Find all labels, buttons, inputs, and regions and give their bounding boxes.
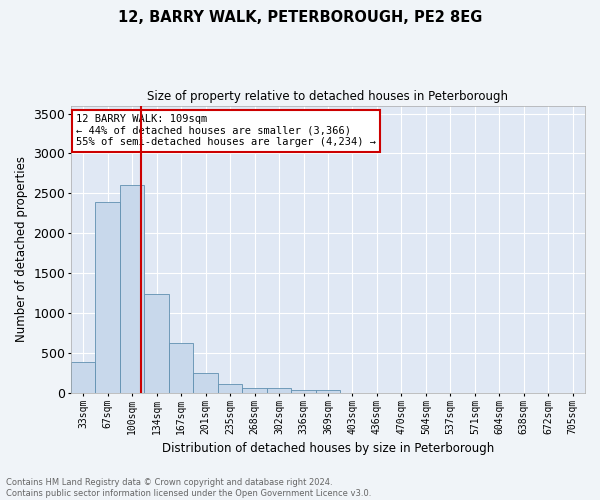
Y-axis label: Number of detached properties: Number of detached properties <box>15 156 28 342</box>
Text: 12 BARRY WALK: 109sqm
← 44% of detached houses are smaller (3,366)
55% of semi-d: 12 BARRY WALK: 109sqm ← 44% of detached … <box>76 114 376 148</box>
Bar <box>218 384 242 393</box>
Bar <box>71 362 95 393</box>
Bar <box>169 342 193 393</box>
X-axis label: Distribution of detached houses by size in Peterborough: Distribution of detached houses by size … <box>162 442 494 455</box>
Bar <box>95 202 120 393</box>
Bar <box>316 390 340 393</box>
Bar <box>267 388 291 393</box>
Bar <box>145 294 169 393</box>
Title: Size of property relative to detached houses in Peterborough: Size of property relative to detached ho… <box>148 90 508 103</box>
Bar <box>291 390 316 393</box>
Text: Contains HM Land Registry data © Crown copyright and database right 2024.
Contai: Contains HM Land Registry data © Crown c… <box>6 478 371 498</box>
Bar <box>193 374 218 393</box>
Bar <box>242 388 267 393</box>
Bar <box>120 186 145 393</box>
Text: 12, BARRY WALK, PETERBOROUGH, PE2 8EG: 12, BARRY WALK, PETERBOROUGH, PE2 8EG <box>118 10 482 25</box>
